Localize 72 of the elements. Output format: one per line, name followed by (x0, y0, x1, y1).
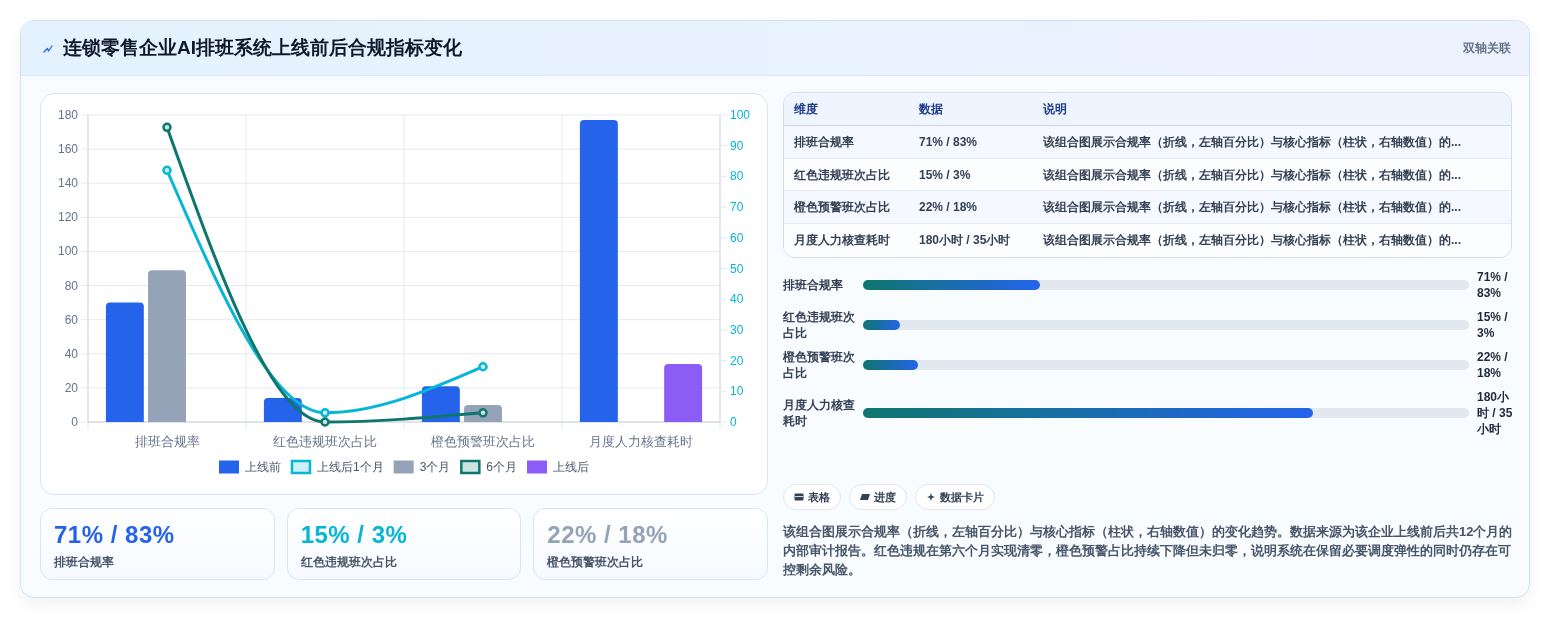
text: 180小时 / 35小时 (919, 232, 1011, 250)
y-tick-label: 140 (57, 176, 79, 191)
y2-tick-label: 0 (730, 415, 737, 429)
text: 双轴关联 (1463, 40, 1511, 57)
bar (664, 364, 703, 422)
y2-tick-label: 20 (730, 353, 744, 368)
text: 该组合图展示合规率（折线，左轴百分比）与核心指标（柱状，右轴数值）的... (1043, 199, 1462, 217)
y2-tick-label: 60 (730, 230, 744, 245)
bar (148, 270, 186, 422)
y-tick-label: 100 (57, 244, 79, 259)
y2-tick-label: 80 (730, 169, 744, 184)
text: 71% / 83% (919, 133, 978, 151)
bar (105, 302, 144, 422)
y2-tick-label: 100 (730, 108, 751, 122)
text: 数据 (919, 101, 943, 118)
x-tick-label: 橙色预警班次占比 (431, 433, 535, 449)
data-label: 22% / 18% (1477, 349, 1509, 381)
y2-tick-label: 40 (730, 292, 744, 307)
y-tick-label: 160 (57, 142, 79, 157)
text: 15% / 3% (300, 520, 408, 550)
text: 71% / 83% (54, 520, 175, 550)
text: 红色违规班次占比 (794, 166, 890, 184)
y2-tick-label: 70 (730, 200, 744, 215)
legend-label: 上线前 (244, 460, 281, 474)
data-label: 180小时 / 35小时 (1477, 389, 1513, 437)
text: 15% / 3% (919, 166, 971, 184)
y-tick-label: 40 (64, 346, 79, 361)
y-tick-label: 60 (64, 312, 79, 327)
text: 橙色预警班次占比 (794, 199, 890, 217)
legend-label: 上线后 (553, 460, 590, 474)
data-label: 15% / 3% (1477, 309, 1509, 341)
bar (579, 120, 618, 422)
point (478, 361, 488, 372)
y-tick-label: 排班合规率 (783, 277, 844, 293)
text: 表格 (808, 489, 830, 505)
point (162, 165, 172, 176)
text: 22% / 18% (919, 199, 978, 217)
x-tick-label: 红色违规班次占比 (273, 433, 377, 449)
y2-tick-label: 90 (730, 138, 744, 153)
text: 该组合图展示合规率（折线，左轴百分比）与核心指标（柱状，右轴数值）的变化趋势。数据来源为该企业上线前后共12个月的内部审计报告。红色违规在第六个月实现清零，橙色预警占比持续下降但未归零，说明系统在保留必要调度弹性的同时仍存在可控剩余风险。 (783, 523, 1514, 579)
legend-label: 6个月 (486, 460, 518, 474)
legend-label: 上线后1个月 (316, 460, 384, 474)
y-tick-label: 红色违规班次占比 (783, 309, 856, 341)
y-tick-label: 0 (71, 415, 79, 429)
y-tick-label: 橙色预警班次占比 (783, 349, 856, 381)
text: 红色违规班次占比 (300, 554, 397, 571)
y2-tick-label: 10 (730, 384, 744, 399)
text: 该组合图展示合规率（折线，左轴百分比）与核心指标（柱状，右轴数值）的... (1043, 166, 1462, 184)
text: 说明 (1043, 101, 1067, 118)
y-tick-label: 180 (57, 108, 79, 122)
text: 维度 (794, 101, 818, 118)
text: 数据卡片 (940, 489, 984, 505)
y-tick-label: 80 (64, 278, 79, 293)
y-tick-label: 月度人力核查耗时 (783, 397, 856, 429)
x-tick-label: 排班合规率 (134, 433, 200, 449)
x-tick-label: 月度人力核查耗时 (589, 433, 693, 449)
point (162, 122, 172, 133)
point (320, 408, 330, 418)
legend-label: 3个月 (419, 460, 451, 474)
y2-tick-label: 30 (730, 322, 744, 337)
y-tick-label: 120 (57, 210, 79, 225)
text: 进度 (874, 489, 896, 505)
text: 橙色预警班次占比 (547, 554, 644, 571)
text: 该组合图展示合规率（折线，左轴百分比）与核心指标（柱状，右轴数值）的... (1043, 232, 1462, 250)
text: 22% / 18% (547, 520, 668, 550)
y-tick-label: 20 (64, 380, 79, 395)
y2-tick-label: 50 (730, 261, 744, 276)
chart-title: 连锁零售企业AI排班系统上线前后合规指标变化 (63, 36, 462, 60)
text: 该组合图展示合规率（折线，左轴百分比）与核心指标（柱状，右轴数值）的... (1043, 133, 1462, 151)
point (320, 417, 330, 427)
text: 月度人力核查耗时 (794, 232, 890, 250)
data-label: 71% / 83% (1477, 269, 1509, 301)
